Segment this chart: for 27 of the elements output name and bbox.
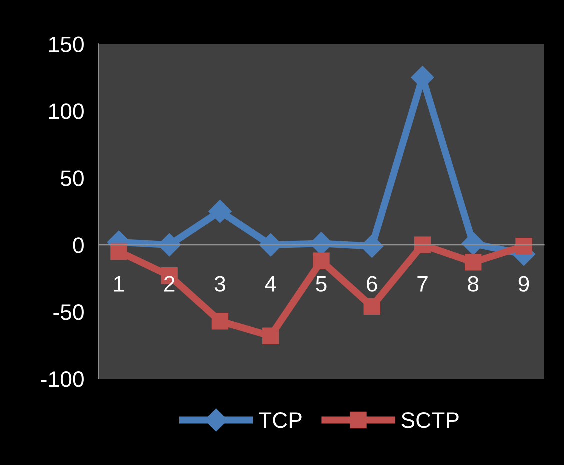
legend-label: TCP (259, 412, 302, 428)
x-tick-label: 6 (367, 276, 378, 292)
point (110, 243, 128, 260)
point (414, 236, 432, 254)
point (462, 232, 485, 256)
y-tick-label: 150 (49, 36, 84, 52)
x-tick-label: 3 (214, 276, 226, 292)
x-tick-label: 7 (418, 276, 428, 292)
point (262, 328, 280, 344)
y-tick-label: 50 (60, 170, 84, 186)
legend-label: SCTP (402, 412, 459, 428)
y-tick-label: 0 (73, 238, 84, 254)
point (208, 200, 232, 224)
x-tick-label: 2 (164, 276, 175, 292)
x-tick-label: 8 (468, 276, 479, 292)
x-tick-label: 4 (265, 276, 276, 292)
x-tick-label: 1 (114, 276, 124, 292)
point (313, 252, 330, 270)
y-tick-label: -50 (54, 304, 84, 320)
x-tick-label: 5 (316, 276, 327, 292)
point (516, 238, 532, 255)
point (212, 313, 229, 330)
y-tick-label: 100 (49, 104, 84, 120)
x-tick-label: 9 (518, 276, 530, 292)
point (364, 298, 380, 315)
point (465, 254, 482, 271)
y-tick-label: -100 (41, 372, 84, 388)
